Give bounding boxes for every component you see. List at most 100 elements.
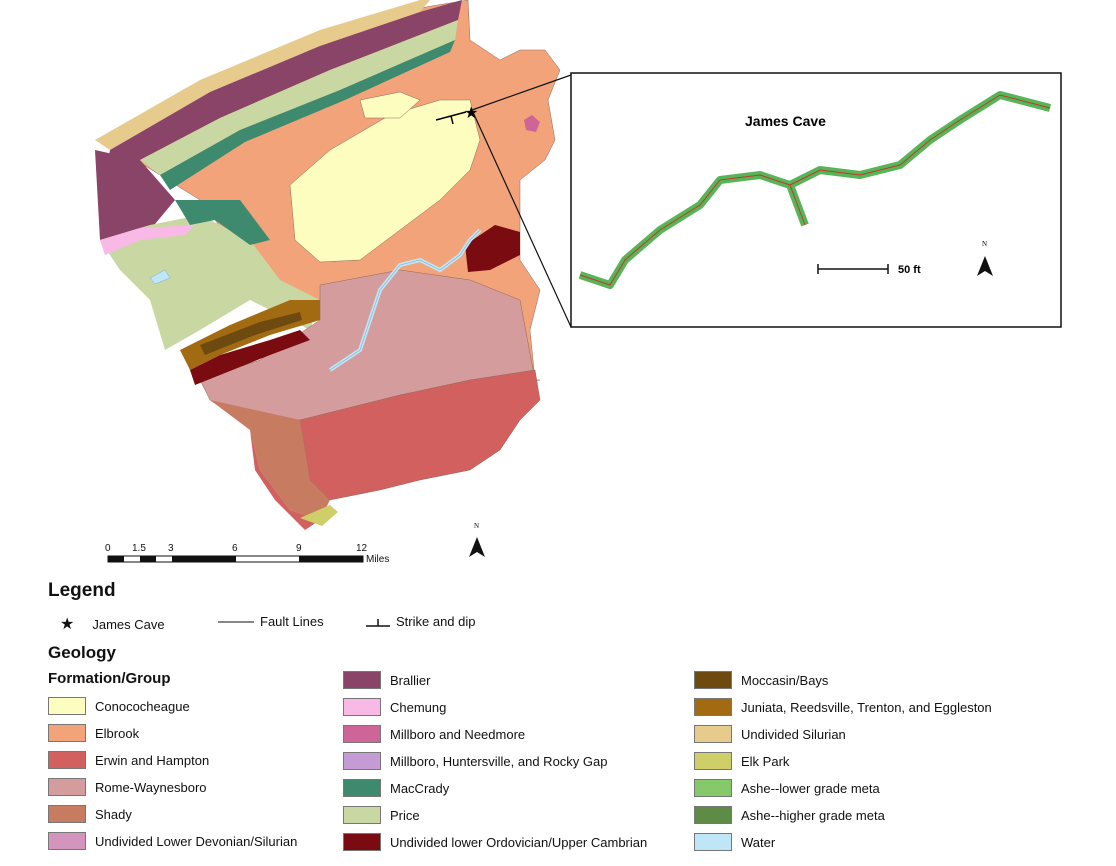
legend-item: Ashe--higher grade meta [694,804,885,826]
legend-swatch [694,725,732,743]
scale-tick-3: 3 [168,543,174,554]
legend-geology-title: Geology [48,643,117,662]
inset-connector-bottom [471,109,572,328]
legend-swatch [48,832,86,850]
legend-label: Rome-Waynesboro [95,779,207,795]
map-region-ordovician-west [190,330,310,385]
legend-label: Conococheague [95,698,190,714]
star-icon: ★ [60,616,75,633]
legend-label: Chemung [390,699,447,715]
map-north-arrow-icon [469,537,485,557]
legend-label: Elbrook [95,725,140,741]
strike-dip-icon [366,618,390,627]
scale-tick-1-5: 1.5 [132,543,146,554]
legend-label: Undivided Lower Devonian/Silurian [95,833,298,849]
legend-swatch [343,671,381,689]
map-region-ordovician-east [465,225,520,272]
map-region-water-stroke [329,229,481,371]
map-region-millboro [524,115,540,132]
inset-frame [570,72,1062,328]
legend-item: Elk Park [694,750,789,772]
legend-item: Chemung [343,696,446,718]
legend-label: Brallier [390,672,431,688]
map-region-undivided-silurian [95,0,430,150]
legend-swatch [48,805,86,823]
inset-scale-label: 50 ft [898,264,921,276]
legend-label: Elk Park [741,753,790,769]
map-region-brallier-west [95,150,175,240]
legend-label: Ashe--higher grade meta [741,807,885,823]
legend-swatch [694,833,732,851]
legend-item: Undivided lower Ordovician/Upper Cambria… [343,831,647,853]
legend-swatch [48,778,86,796]
map-region-maccrady-west [175,200,270,245]
map-scale-bar [107,555,364,563]
legend-swatch [343,833,381,851]
legend-swatch [48,751,86,769]
inset-north-arrow-icon [977,256,993,276]
legend-label: Ashe--lower grade meta [741,780,880,796]
map-region-elk-park [300,505,338,526]
map-strike-dip-symbol [435,111,467,125]
legend-label: Price [390,807,420,823]
legend-item: Juniata, Reedsville, Trenton, and Eggles… [694,696,992,718]
scale-tick-6: 6 [232,543,238,554]
legend-label: Erwin and Hampton [95,752,210,768]
inset-cave-centerline [579,94,1051,286]
map-region-price-north [140,20,458,175]
legend-item: Millboro and Needmore [343,723,525,745]
legend-swatch [343,698,381,716]
legend-item: Elbrook [48,722,139,744]
inset-north-label: N [982,240,987,248]
map-region-brallier-north [105,0,462,175]
legend-swatch [343,779,381,797]
map-region-moccasin [200,312,302,355]
legend-label: Juniata, Reedsville, Trenton, and Eggles… [741,699,992,715]
map-region-water-west [149,269,171,285]
legend-swatch [343,806,381,824]
legend-item: Water [694,831,775,853]
scale-unit: Miles [366,554,390,565]
map-region-maccrady-north [160,40,455,190]
legend-cave-symbol: ★ James Cave [60,614,165,634]
legend-swatch [694,698,732,716]
inset-scale-bar [817,264,889,274]
legend-strike-symbol: Strike and dip [364,614,476,629]
legend-label: Water [741,834,776,850]
legend-fault-symbol: Fault Lines [218,614,324,629]
legend-fault-label: Fault Lines [260,614,324,629]
legend-item: Conococheague [48,695,190,717]
legend-label: Shady [95,806,132,822]
inset-connector-top [471,74,572,111]
legend-label: MacCrady [390,780,450,796]
legend-item: Brallier [343,669,430,691]
map-region-shady [210,400,330,520]
legend-title: Legend [48,580,116,601]
legend-item: Undivided Lower Devonian/Silurian [48,830,297,852]
inset-title: James Cave [745,113,826,129]
legend-item: Millboro, Huntersville, and Rocky Gap [343,750,607,772]
legend-swatch [343,725,381,743]
legend-swatch [343,752,381,770]
legend-item: Undivided Silurian [694,723,846,745]
legend-label: Millboro and Needmore [390,726,526,742]
legend-label: Undivided lower Ordovician/Upper Cambria… [390,834,648,850]
legend-cave-label: James Cave [92,616,165,632]
legend-item: Rome-Waynesboro [48,776,207,798]
legend-item: Price [343,804,420,826]
legend-swatch [48,724,86,742]
scale-tick-0: 0 [105,543,111,554]
scale-tick-9: 9 [296,543,302,554]
legend-strike-label: Strike and dip [396,614,476,629]
scale-tick-12: 12 [356,543,368,554]
map-region-chemung-west [100,225,195,255]
legend-item: Ashe--lower grade meta [694,777,880,799]
legend-group-title: Formation/Group [48,670,171,687]
fault-line-icon [218,620,254,623]
legend-item: Moccasin/Bays [694,669,828,691]
map-north-label: N [474,522,479,530]
legend-swatch [694,806,732,824]
legend-swatch [48,697,86,715]
legend-label: Moccasin/Bays [741,672,829,688]
